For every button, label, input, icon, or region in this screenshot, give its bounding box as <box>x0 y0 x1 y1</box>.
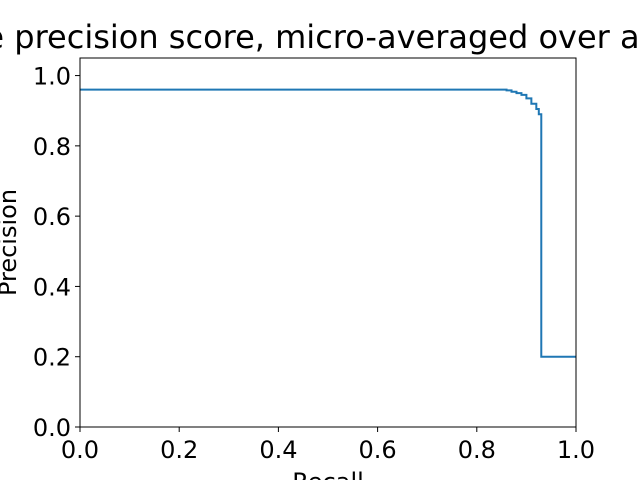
x-tick-label-5: 1.0 <box>557 436 595 464</box>
axes: 0.0 0.2 0.4 0.6 0.8 1.0 0.0 0.2 0.4 0.6 0.8 1.0 <box>33 57 595 464</box>
x-tick-label-1: 0.2 <box>160 436 198 464</box>
x-tick-label-0: 0.0 <box>61 436 99 464</box>
x-tick-label-4: 0.8 <box>458 436 496 464</box>
y-tick-label-2: 0.4 <box>33 273 71 301</box>
x-tick-label-3: 0.6 <box>359 436 397 464</box>
chart-text: Average precision score, micro-averaged … <box>0 18 640 484</box>
chart-title: Average precision score, micro-averaged … <box>0 18 640 56</box>
x-tick-label-2: 0.4 <box>259 436 297 464</box>
axes-frame <box>79 57 577 428</box>
y-axis-label: Precision <box>0 189 22 296</box>
y-tick-label-1: 0.2 <box>33 344 71 372</box>
y-tick-label-3: 0.6 <box>33 203 71 231</box>
y-tick-label-0: 0.0 <box>33 414 71 442</box>
series-line-0 <box>80 88 576 358</box>
plot-area <box>80 88 576 358</box>
x-axis-label: Recall <box>292 468 364 480</box>
y-tick-label-4: 0.8 <box>33 133 71 161</box>
y-tick-label-5: 1.0 <box>33 63 71 91</box>
